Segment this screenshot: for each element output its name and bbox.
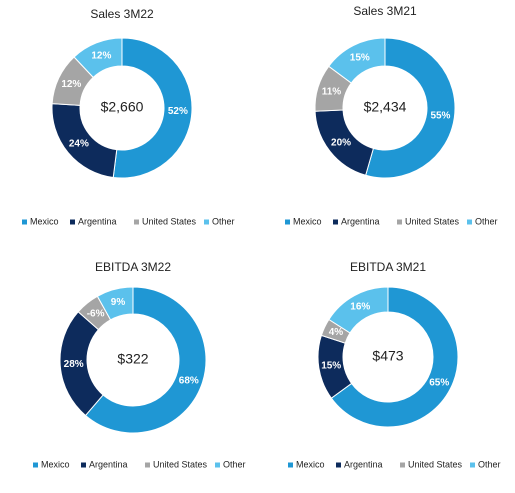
donut-slice <box>73 37 123 79</box>
data-label: 52% <box>168 106 188 117</box>
legend-label: United States <box>408 459 463 469</box>
data-label: 12% <box>61 79 81 90</box>
data-label: -6% <box>87 308 105 319</box>
center-label: $2,660 <box>101 99 144 115</box>
donut-slice <box>365 37 456 179</box>
donut-slice <box>330 286 459 428</box>
legend-swatch <box>470 462 475 468</box>
legend-swatch <box>397 219 402 225</box>
data-label: 24% <box>69 138 89 149</box>
chart-title: Sales 3M22 <box>90 7 154 21</box>
legend-swatch <box>400 462 405 468</box>
legend-swatch <box>33 462 38 468</box>
legend-swatch <box>333 219 338 225</box>
chart-title: EBITDA 3M21 <box>350 260 426 274</box>
legend-swatch <box>81 462 86 468</box>
center-label: $473 <box>372 348 403 364</box>
data-label: 15% <box>321 361 341 372</box>
legend-label: Argentina <box>78 216 117 226</box>
legend-swatch <box>134 219 139 225</box>
donut-slice <box>84 286 207 434</box>
data-label: 4% <box>329 327 344 338</box>
legend-swatch <box>467 219 472 225</box>
data-label: 12% <box>91 51 111 62</box>
legend-label: Mexico <box>41 459 70 469</box>
legend-label: Argentina <box>341 216 380 226</box>
legend-swatch <box>336 462 341 468</box>
legend-swatch <box>70 219 75 225</box>
chart-title: Sales 3M21 <box>353 4 417 18</box>
legend-swatch <box>22 219 27 225</box>
center-label: $2,434 <box>364 99 407 115</box>
legend-label: Other <box>223 459 246 469</box>
legend-label: Mexico <box>30 216 59 226</box>
data-label: 55% <box>430 110 450 121</box>
legend-label: Argentina <box>89 459 128 469</box>
data-label: 20% <box>331 137 351 148</box>
data-label: 28% <box>64 359 84 370</box>
legend-label: United States <box>142 216 197 226</box>
donut-slice <box>96 286 134 321</box>
legend-label: Argentina <box>344 459 383 469</box>
legend-swatch <box>288 462 293 468</box>
donut-slice <box>328 37 386 84</box>
legend-label: Mexico <box>293 216 322 226</box>
legend-label: Other <box>478 459 501 469</box>
legend-swatch <box>204 219 209 225</box>
donut-slice <box>112 37 193 179</box>
data-label: 15% <box>350 53 370 64</box>
legend-label: Other <box>212 216 235 226</box>
data-label: 65% <box>429 378 449 389</box>
center-label: $322 <box>117 351 148 367</box>
legend-swatch <box>215 462 220 468</box>
legend-swatch <box>285 219 290 225</box>
donut-slice <box>328 286 389 334</box>
data-label: 9% <box>111 297 126 308</box>
data-label: 11% <box>322 86 342 97</box>
data-label: 68% <box>179 375 199 386</box>
legend-swatch <box>145 462 150 468</box>
legend-label: United States <box>153 459 208 469</box>
legend-label: Other <box>475 216 498 226</box>
chart-title: EBITDA 3M22 <box>95 260 171 274</box>
legend-label: United States <box>405 216 460 226</box>
data-label: 16% <box>350 301 370 312</box>
legend-label: Mexico <box>296 459 325 469</box>
